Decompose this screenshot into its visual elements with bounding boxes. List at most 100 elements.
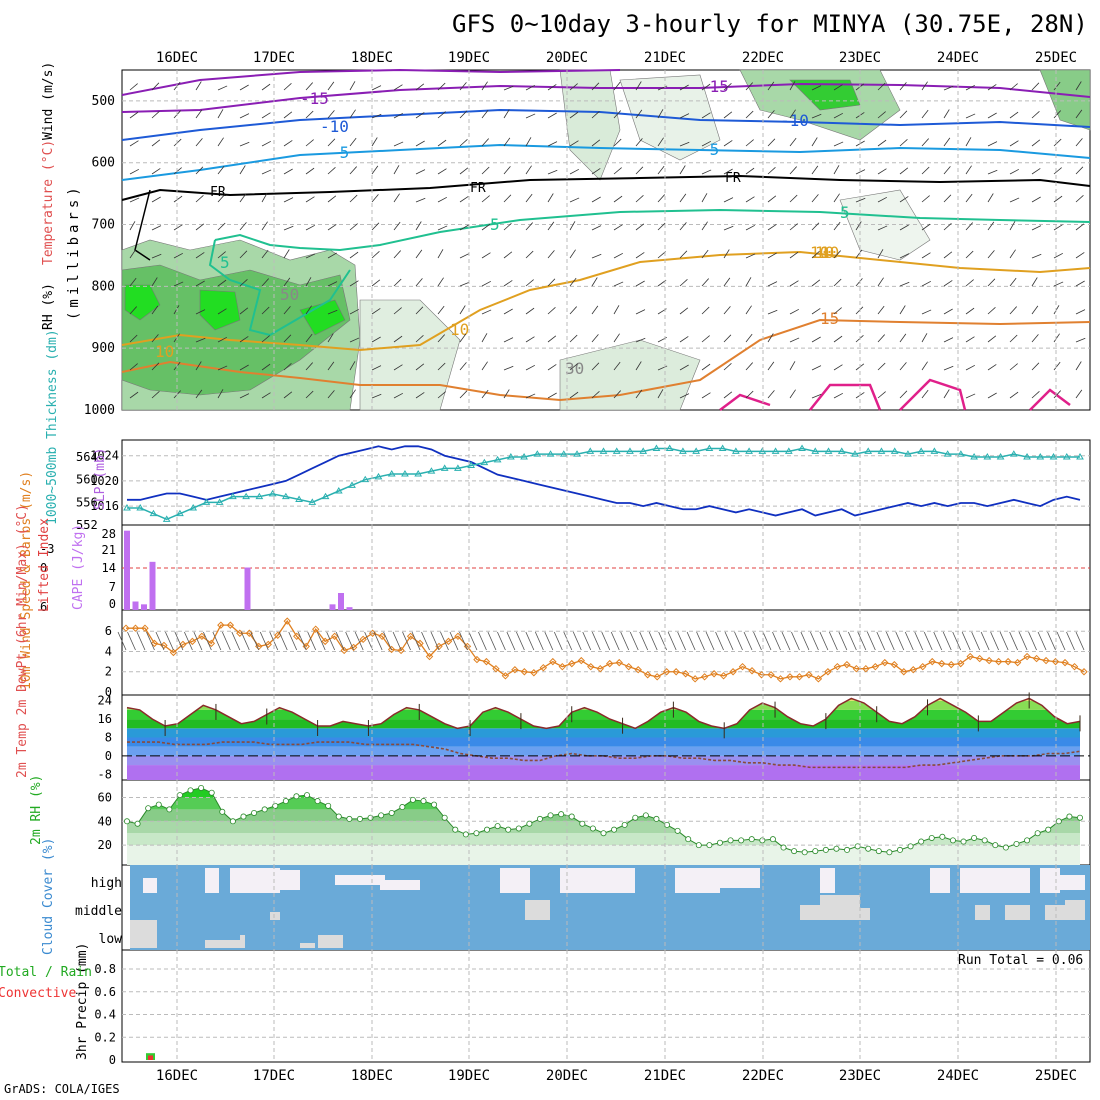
wind-barb [261, 278, 269, 287]
rh-point [1066, 813, 1073, 820]
wind-barb [591, 196, 601, 203]
wind-barb [459, 253, 470, 259]
wind-speed-point [340, 646, 348, 655]
wind-barb [987, 278, 996, 287]
temp-y-tick: -8 [98, 767, 112, 781]
thickness-point [718, 444, 727, 451]
thickness-point [229, 492, 237, 500]
wind-barb [217, 251, 226, 259]
wind-speed-point [634, 666, 642, 674]
rh-point [727, 837, 734, 844]
wind-barb [723, 111, 733, 119]
wind-barb [1009, 221, 1016, 231]
wind-barb [899, 167, 909, 175]
wind-barb [877, 362, 886, 371]
wind-barb [459, 390, 468, 399]
slp-y-tick: 1024 [90, 449, 119, 463]
wind-barb [547, 193, 554, 203]
wind-barb [503, 223, 512, 231]
wind-barb [129, 83, 138, 91]
wind-barb [753, 631, 762, 651]
wind-barb [635, 280, 645, 287]
wind-barb [800, 631, 810, 651]
wind-barb [459, 110, 468, 119]
wind-barb [569, 83, 578, 91]
wind-barb [288, 631, 298, 651]
panel-frame-8 [121, 949, 1091, 1063]
wind-barb [151, 362, 160, 371]
rh-point [738, 837, 745, 844]
cape-bar [338, 593, 344, 610]
wind-barb [1031, 277, 1038, 287]
x-tick-bottom: 17DEC [253, 1068, 295, 1084]
rh-point [378, 812, 385, 819]
wind-barb [1053, 81, 1061, 91]
rh-point [198, 784, 205, 791]
rh-point [600, 830, 607, 837]
wind-barb [371, 194, 379, 203]
wind-barb [965, 307, 975, 315]
thickness-point [401, 470, 409, 477]
rh-point [833, 845, 840, 852]
wind-barb [899, 333, 907, 343]
wind-barb [525, 137, 532, 147]
wind-barb [855, 249, 863, 259]
wind-barb [195, 138, 203, 147]
run-total: Run Total = 0.06 [958, 953, 1083, 968]
wind-barb [195, 109, 203, 119]
temp-contour [121, 82, 1091, 113]
precip-conv-bar [148, 1055, 153, 1060]
wind-barb [921, 361, 928, 371]
wind-barb [1009, 334, 1018, 343]
wind-barb [459, 224, 469, 231]
wind-barb [833, 221, 841, 231]
wind-barb [679, 84, 689, 91]
x-tick-bottom: 20DEC [546, 1068, 588, 1084]
wind-barb [791, 631, 800, 651]
cape-bar [124, 530, 130, 610]
wind-barb [811, 393, 822, 399]
wind-barb [129, 391, 139, 399]
rh-point [251, 809, 258, 816]
thickness-point [652, 444, 661, 451]
wind-barb [283, 249, 290, 259]
temp-contour [208, 239, 351, 337]
wind-barb [833, 193, 840, 203]
li-label: Lifted Index [37, 518, 52, 612]
rh-point [431, 801, 438, 808]
thickness-point [851, 450, 859, 457]
wind-barb [1031, 225, 1042, 231]
wind-barb [1066, 631, 1075, 651]
wind-barb [239, 113, 250, 119]
wind-barb [349, 194, 358, 203]
wind-barb [679, 307, 689, 315]
wind-speed-point [643, 671, 652, 679]
thickness-point [1023, 453, 1031, 460]
wind-barb [686, 631, 696, 651]
wind-barb [743, 631, 753, 651]
wind-barb [184, 631, 193, 651]
wind-barb [305, 253, 316, 259]
wind-barb [547, 364, 557, 371]
wind-barb [810, 631, 819, 651]
wind-barb [305, 110, 314, 119]
wind-barb [217, 336, 228, 343]
wind-barb [855, 306, 864, 315]
wind-speed-point [881, 658, 889, 667]
wind-barb [1031, 196, 1041, 203]
wind-barb [1053, 390, 1061, 399]
y-tick: 1000 [84, 403, 115, 418]
wind-barb [569, 249, 576, 259]
wind-speed-point [492, 664, 500, 673]
wind-barb [283, 391, 293, 399]
wind-barb [217, 279, 227, 287]
wind-barb [965, 84, 976, 91]
wind-speed-point [1032, 654, 1041, 663]
wind-barb [239, 336, 249, 343]
wind-speed-point [425, 652, 434, 661]
temp-line [126, 697, 1081, 730]
wind-barb [393, 392, 404, 399]
wind-barb [965, 165, 972, 175]
chart-title: GFS 0~10day 3-hourly for MINYA (30.75E, … [452, 10, 1088, 38]
wind-barb [899, 196, 909, 203]
